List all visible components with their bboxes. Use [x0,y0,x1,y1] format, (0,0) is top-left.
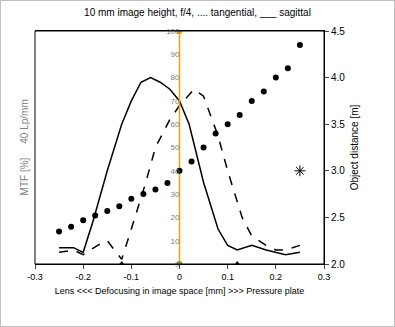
svg-text:0: 0 [175,260,180,269]
svg-text:2.5: 2.5 [331,212,345,223]
svg-text:3.5: 3.5 [331,119,345,130]
svg-text:10: 10 [171,237,180,246]
svg-text:100: 100 [166,27,180,36]
svg-text:80: 80 [171,73,180,82]
svg-text:10 mm image height, f/4, ....: 10 mm image height, f/4, .... tangential… [84,7,311,18]
svg-text:-0.3: -0.3 [27,272,43,282]
svg-text:Object distance [m]: Object distance [m] [349,104,360,190]
svg-text:Lens <<< Defocusing in image s: Lens <<< Defocusing in image space [mm] … [55,286,305,296]
svg-text:4.0: 4.0 [331,72,345,83]
svg-text:0.3: 0.3 [318,272,331,282]
svg-text:0.1: 0.1 [221,272,234,282]
svg-text:MTF [%] 40 Lp/mm: MTF [%] 40 Lp/mm [19,99,30,195]
svg-text:2.0: 2.0 [331,259,345,270]
svg-text:70: 70 [171,97,180,106]
svg-text:20: 20 [171,213,180,222]
svg-text:-0.1: -0.1 [124,272,140,282]
svg-text:30: 30 [171,190,180,199]
svg-text:0: 0 [177,272,182,282]
svg-text:90: 90 [171,50,180,59]
svg-text:0.2: 0.2 [270,272,283,282]
svg-text:-0.2: -0.2 [75,272,91,282]
svg-text:4.5: 4.5 [331,26,345,37]
svg-text:3.0: 3.0 [331,165,345,176]
svg-text:50: 50 [171,143,180,152]
svg-text:60: 60 [171,120,180,129]
svg-text:40: 40 [171,167,180,176]
